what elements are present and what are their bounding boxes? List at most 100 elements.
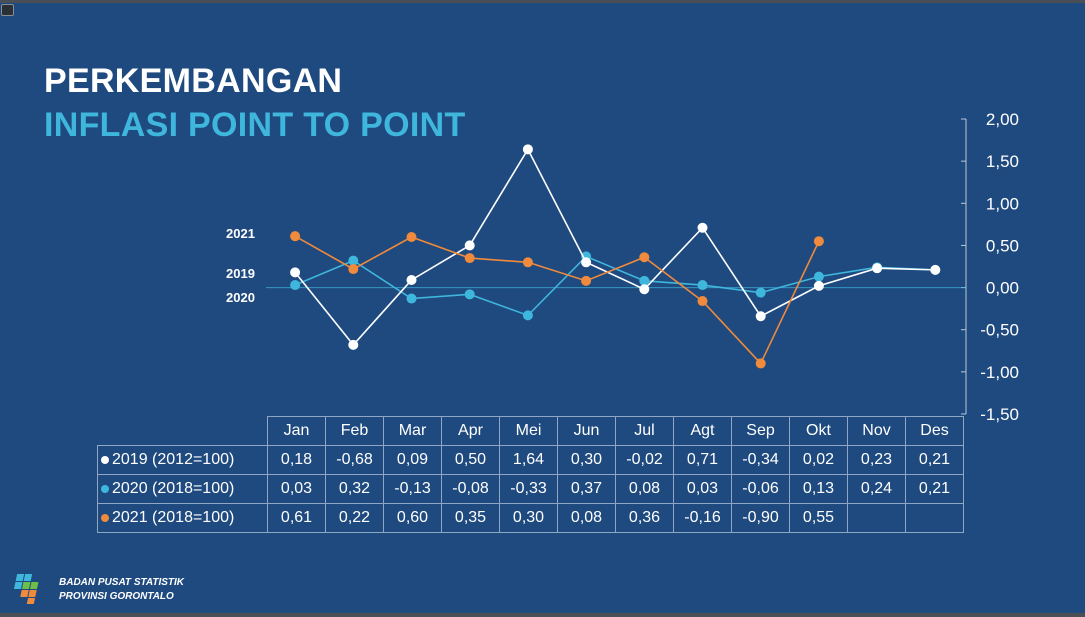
month-header: Mei: [499, 416, 558, 446]
table-cell: [847, 503, 906, 533]
table-cell: 0,50: [441, 445, 500, 475]
table-cell: 0,02: [789, 445, 848, 475]
y-tick-label: 0,00: [986, 279, 1019, 298]
data-point-2020: [813, 271, 824, 282]
legend-cell-2019: 2019 (2012=100): [97, 445, 268, 475]
title-line1: PERKEMBANGAN: [44, 62, 343, 100]
y-tick-label: 1,00: [986, 194, 1019, 213]
series-line-2019: [294, 147, 936, 347]
organization-name: BADAN PUSAT STATISTIK: [59, 577, 184, 588]
table-cell: 0,21: [905, 474, 964, 504]
table-cell: 0,13: [789, 474, 848, 504]
month-header: Agt: [673, 416, 732, 446]
table-cell: 1,64: [499, 445, 558, 475]
table-cell: -0,02: [615, 445, 674, 475]
table-cell: [905, 503, 964, 533]
data-point-2019: [697, 222, 708, 233]
table-cell: 0,08: [557, 503, 616, 533]
legend-marker-2020-icon: [101, 484, 109, 493]
month-header: Feb: [325, 416, 384, 446]
data-point-2021: [348, 264, 359, 275]
table-row-2019: 2019 (2012=100) 0,18 -0,68 0,09 0,50 1,6…: [97, 445, 964, 475]
data-point-2021: [755, 358, 766, 369]
month-header: Okt: [789, 416, 848, 446]
legend-label: 2019 (2012=100): [112, 451, 235, 468]
legend-cell-2021: 2021 (2018=100): [97, 503, 268, 533]
data-point-2021: [697, 296, 708, 307]
table-cell: 0,03: [267, 474, 326, 504]
data-point-2019: [406, 274, 417, 285]
table-cell: 0,24: [847, 474, 906, 504]
data-point-2019: [930, 264, 941, 275]
organization-province: PROVINSI GORONTALO: [59, 591, 174, 602]
y-tick-label: 1,50: [986, 152, 1019, 171]
month-header: Jan: [267, 416, 326, 446]
month-header: Sep: [731, 416, 790, 446]
legend-label: 2020 (2018=100): [112, 480, 235, 497]
series-line-2020: [294, 255, 936, 317]
table-cell: -0,33: [499, 474, 558, 504]
month-header: Jun: [557, 416, 616, 446]
month-header: Nov: [847, 416, 906, 446]
table-cell: 0,60: [383, 503, 442, 533]
month-header: Apr: [441, 416, 500, 446]
data-point-2021: [290, 231, 301, 242]
data-table: Jan Feb Mar Apr Mei Jun Jul Agt Sep Okt …: [97, 416, 964, 533]
table-cell: -0,34: [731, 445, 790, 475]
y-tick-label: -1,00: [980, 363, 1019, 382]
month-header: Mar: [383, 416, 442, 446]
window-bottom-border: [0, 613, 1085, 617]
data-point-2021: [813, 236, 824, 247]
bps-logo-icon: [13, 574, 39, 604]
window-top-border: [0, 0, 1085, 3]
month-header: Des: [905, 416, 964, 446]
table-cell: -0,13: [383, 474, 442, 504]
data-point-2020: [697, 280, 708, 291]
table-row-2021: 2021 (2018=100) 0,61 0,22 0,60 0,35 0,30…: [97, 503, 964, 533]
data-point-2020: [522, 310, 533, 321]
y-tick-label: 2,00: [986, 110, 1019, 129]
window-menu-icon[interactable]: [1, 4, 14, 16]
data-point-2021: [464, 253, 475, 264]
data-point-2020: [639, 275, 650, 286]
data-point-2019: [755, 311, 766, 322]
legend-marker-2021-icon: [101, 513, 109, 522]
data-point-2020: [464, 289, 475, 300]
table-corner-cell: [97, 416, 268, 446]
data-point-2020: [290, 280, 301, 291]
y-tick-label: 0,50: [986, 236, 1019, 255]
table-cell: 0,23: [847, 445, 906, 475]
data-point-2019: [581, 257, 592, 268]
table-cell: -0,90: [731, 503, 790, 533]
legend-label: 2021 (2018=100): [112, 509, 235, 526]
y-tick-label: -0,50: [980, 321, 1019, 340]
data-point-2020: [406, 293, 417, 304]
data-point-2019: [348, 339, 359, 350]
table-cell: 0,32: [325, 474, 384, 504]
table-cell: 0,03: [673, 474, 732, 504]
title-line2: INFLASI POINT TO POINT: [44, 106, 466, 144]
table-cell: -0,16: [673, 503, 732, 533]
data-point-2020: [755, 287, 766, 298]
data-point-2021: [522, 257, 533, 268]
data-point-2020: [348, 255, 359, 266]
data-point-2021: [406, 232, 417, 242]
y-tick-label: -1,50: [980, 405, 1019, 424]
data-point-2019: [813, 280, 824, 291]
series-label-2020: 2020: [226, 290, 255, 305]
table-cell: -0,08: [441, 474, 500, 504]
data-point-2019: [872, 263, 883, 274]
table-header-row: Jan Feb Mar Apr Mei Jun Jul Agt Sep Okt …: [97, 416, 964, 446]
table-cell: 0,18: [267, 445, 326, 475]
month-header: Jul: [615, 416, 674, 446]
data-point-2019: [522, 144, 533, 155]
data-point-2019: [290, 267, 301, 278]
table-cell: 0,35: [441, 503, 500, 533]
table-cell: -0,68: [325, 445, 384, 475]
table-cell: 0,61: [267, 503, 326, 533]
legend-marker-2019-icon: [101, 455, 109, 464]
table-row-2020: 2020 (2018=100) 0,03 0,32 -0,13 -0,08 -0…: [97, 474, 964, 504]
table-cell: 0,71: [673, 445, 732, 475]
data-point-2021: [639, 252, 650, 263]
